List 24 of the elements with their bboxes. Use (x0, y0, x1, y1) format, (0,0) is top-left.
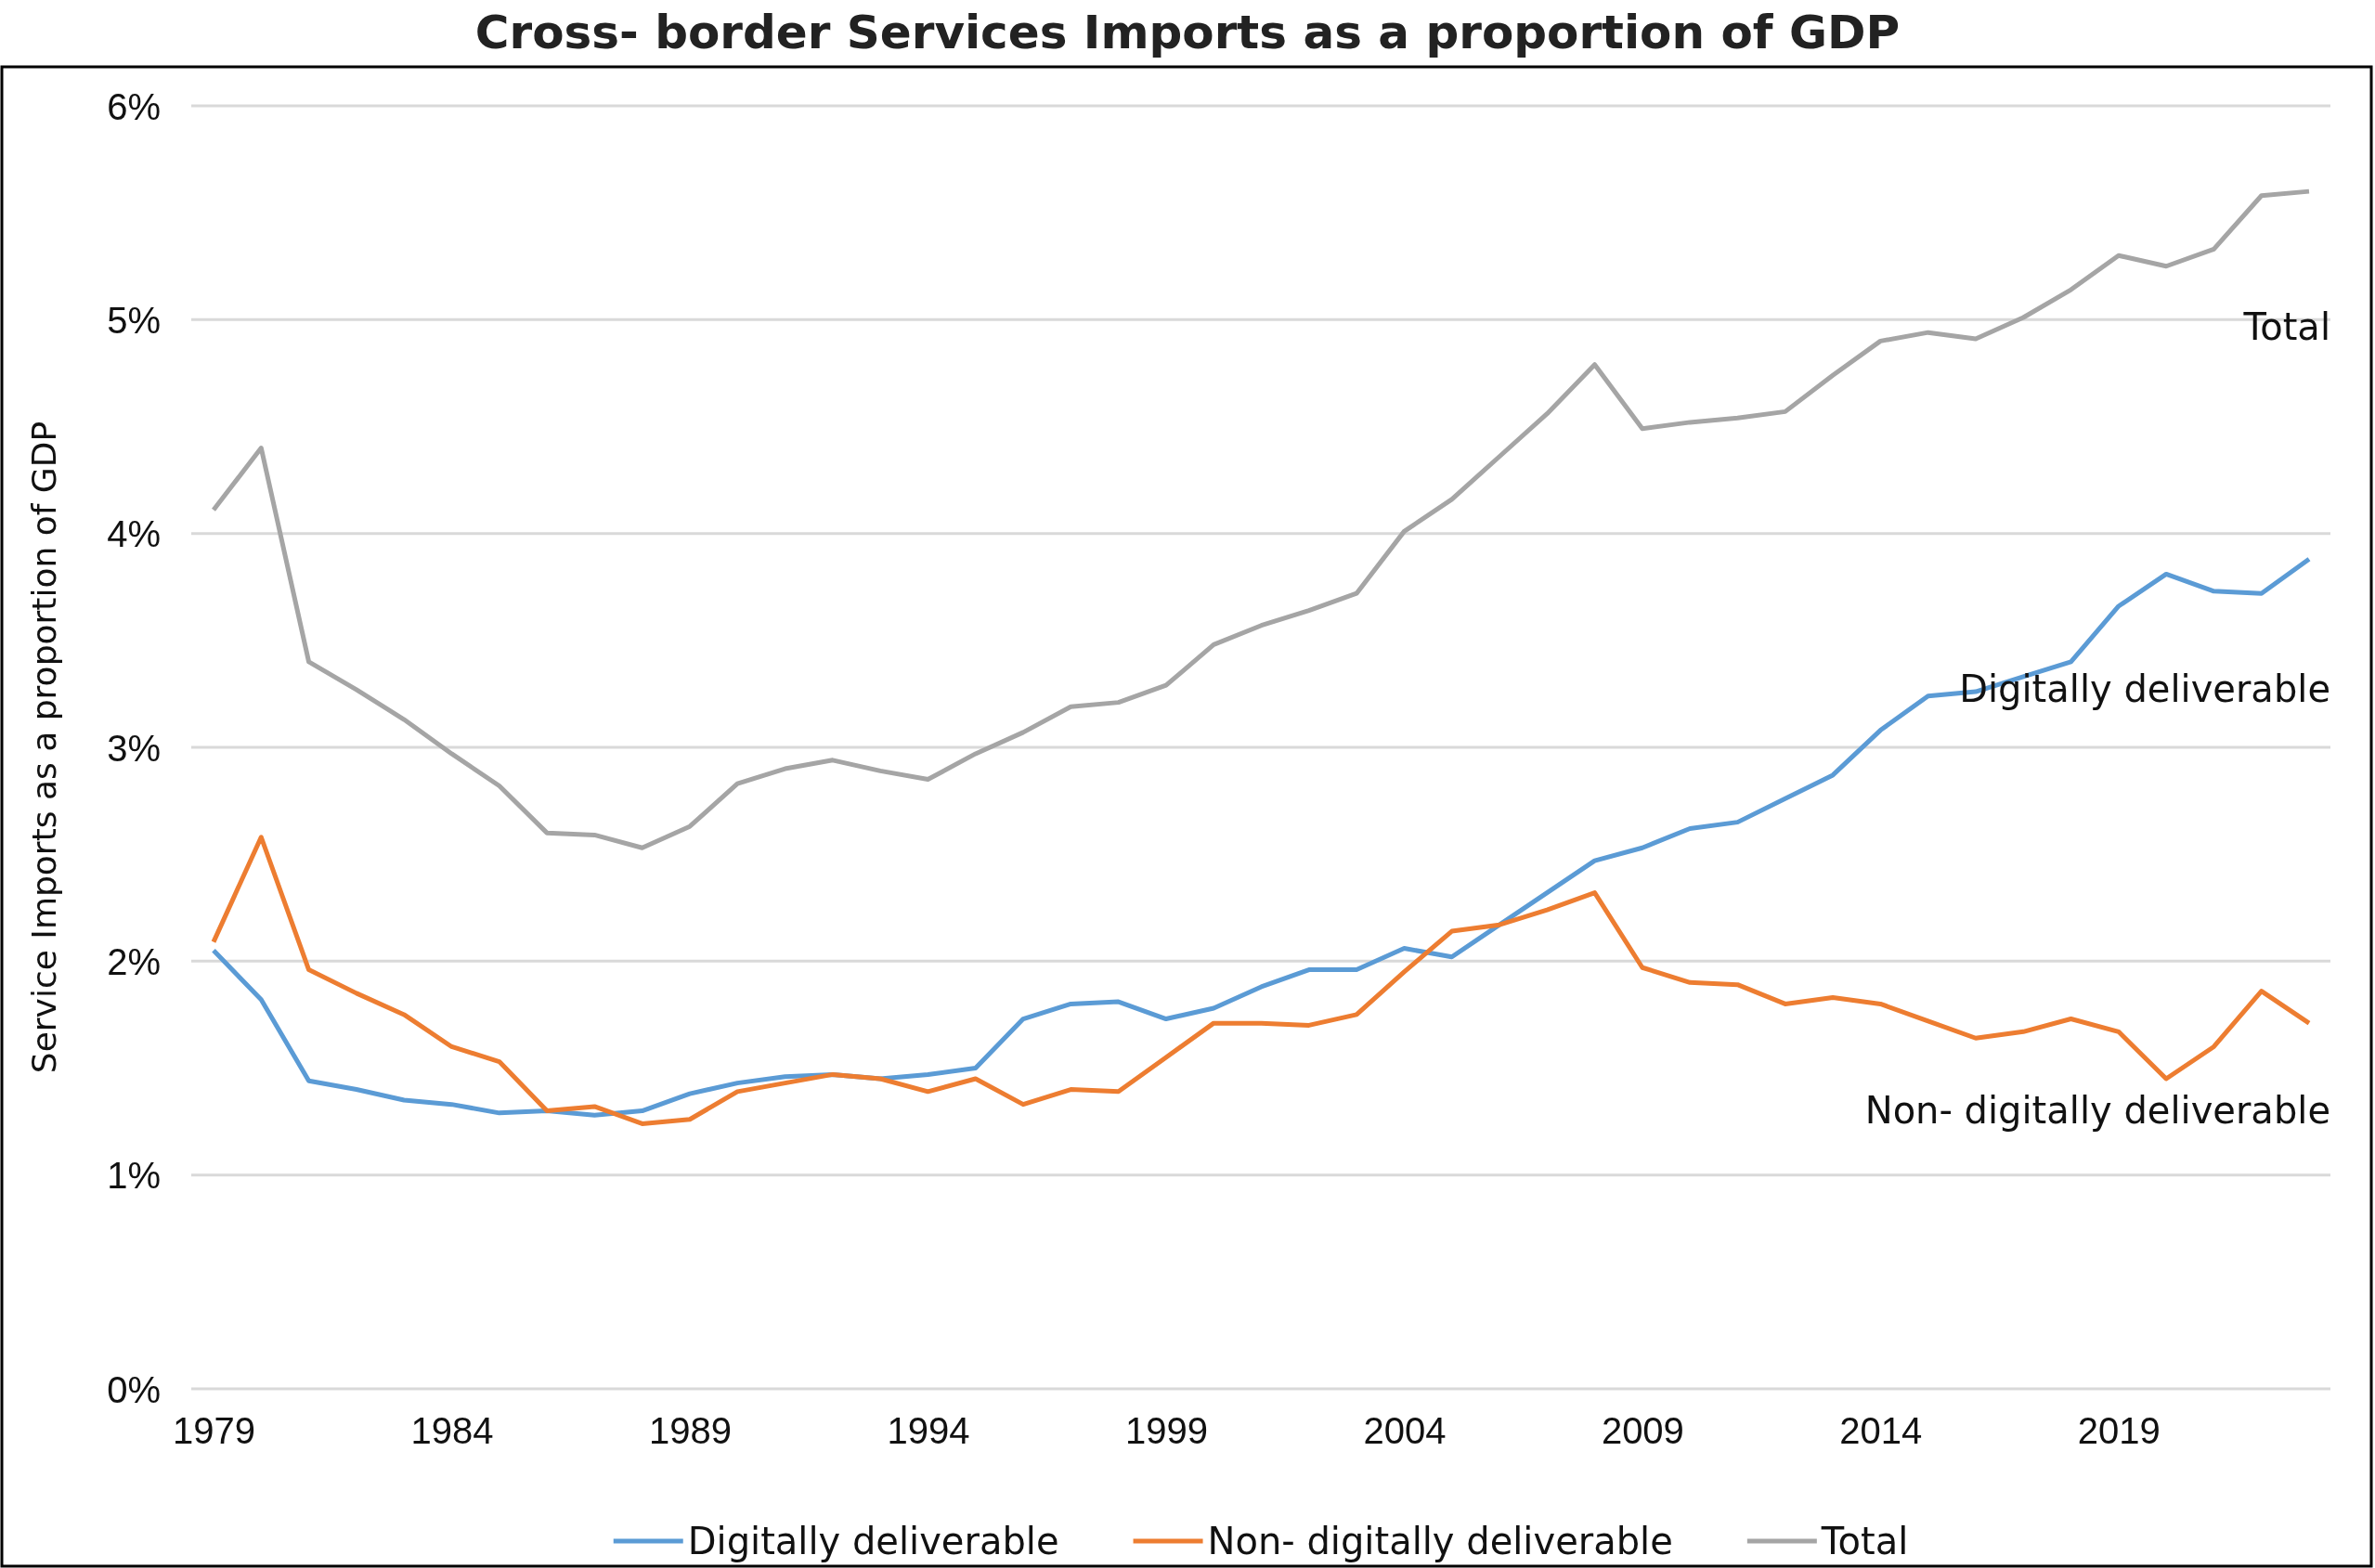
x-tick-label: 1994 (887, 1410, 970, 1451)
y-tick-label: 1% (107, 1155, 161, 1197)
x-tick-label: 2004 (1363, 1410, 1447, 1451)
x-tick-label: 2009 (1601, 1410, 1684, 1451)
y-tick-label: 3% (107, 727, 161, 769)
y-axis-title: Service Imports as a proportion of GDP (25, 421, 63, 1074)
x-tick-label: 2019 (2077, 1410, 2161, 1451)
annotation: Total (2242, 305, 2330, 348)
legend-label: Digitally deliverable (687, 1520, 1059, 1562)
annotation: Digitally deliverable (1959, 667, 2330, 710)
x-tick-label: 1989 (648, 1410, 732, 1451)
x-tick-label: 1979 (173, 1410, 255, 1451)
annotation: Non- digitally deliverable (1864, 1089, 2330, 1132)
y-tick-label: 0% (107, 1368, 161, 1410)
legend-label: Total (1820, 1520, 1909, 1562)
y-tick-label: 5% (107, 299, 161, 341)
y-tick-label: 4% (107, 513, 161, 555)
y-tick-label: 6% (107, 85, 161, 127)
y-tick-label: 2% (107, 940, 161, 982)
chart-title: Cross- border Services Imports as a proportion of GDP (474, 6, 1901, 59)
x-tick-label: 2014 (1839, 1410, 1923, 1451)
legend-label: Non- digitally deliverable (1207, 1520, 1673, 1562)
x-tick-label: 1999 (1124, 1410, 1208, 1451)
x-tick-label: 1984 (410, 1410, 494, 1451)
